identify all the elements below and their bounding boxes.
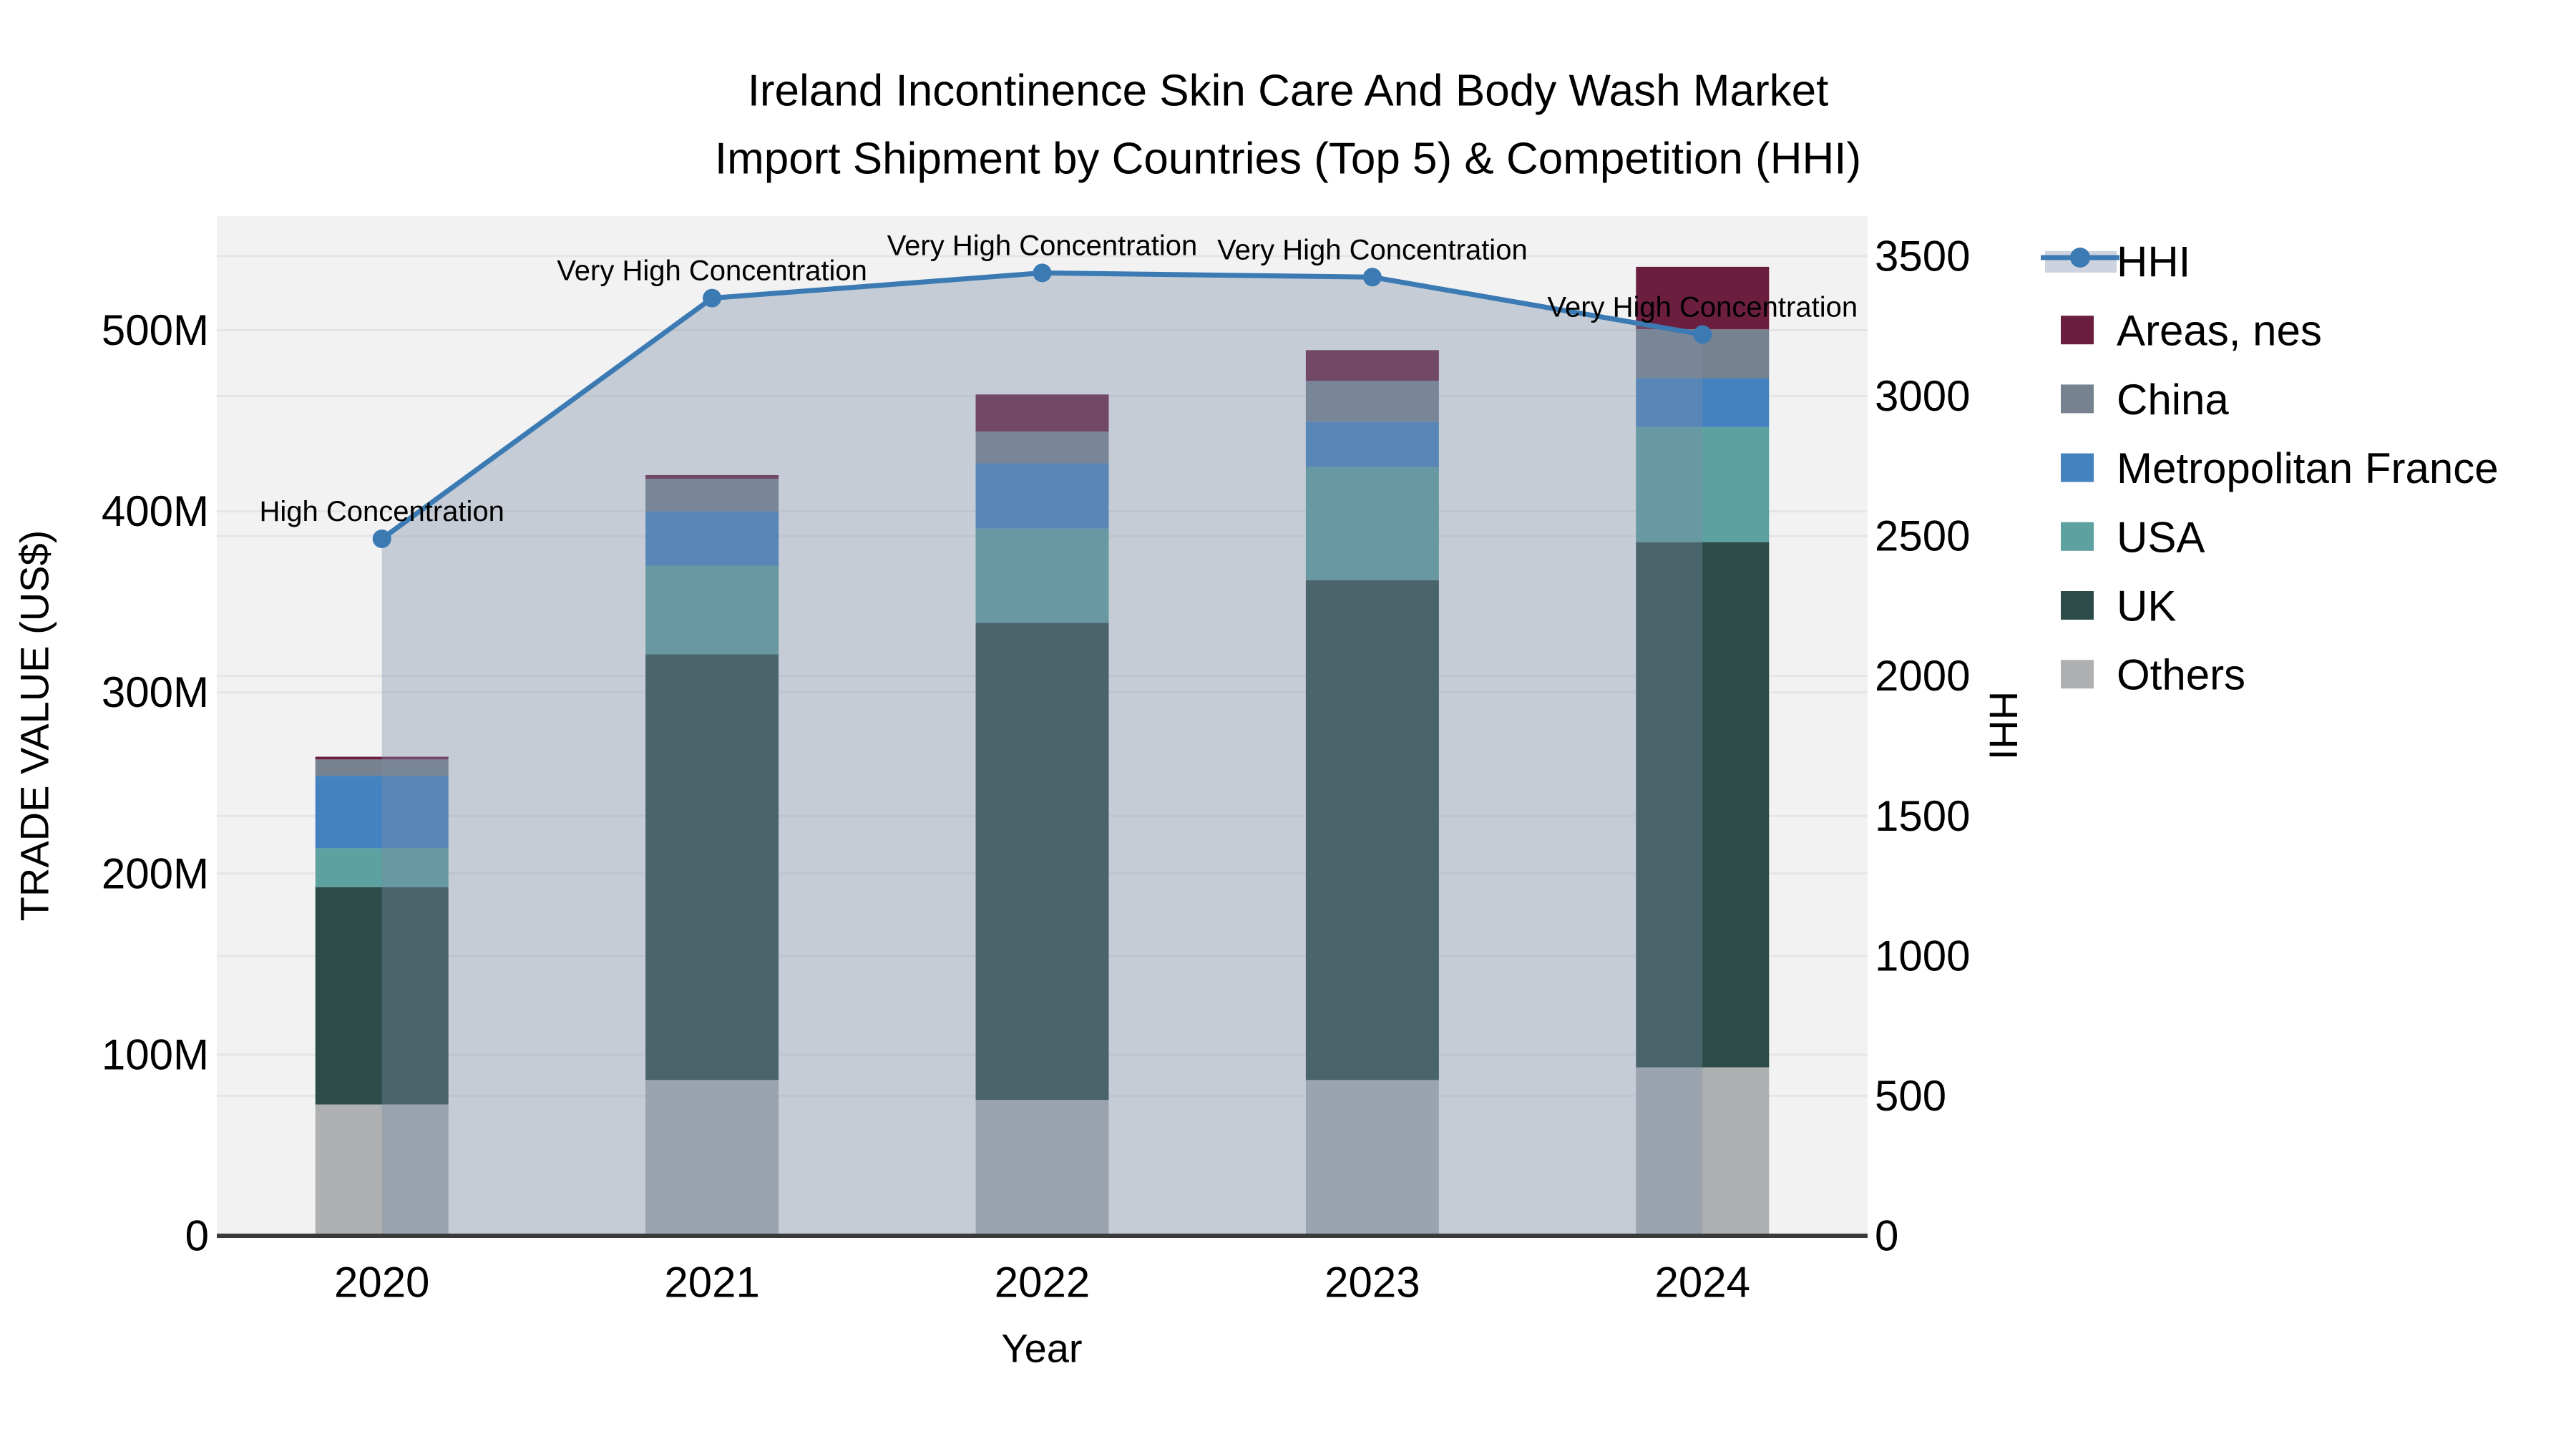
bar-2020-uk: [315, 887, 449, 1105]
x-axis-tick-labels: 2020 2021 2022 2023 2024: [334, 1259, 1750, 1307]
x-axis-title: Year: [1001, 1326, 1082, 1371]
bar-2021-uk: [645, 654, 779, 1080]
legend-label: China: [2117, 376, 2229, 424]
x-tick-2023: 2023: [1324, 1259, 1420, 1307]
right-tick-2500: 2500: [1875, 512, 1970, 560]
legend-swatch-areas-nes: [2061, 316, 2094, 345]
right-tick-0: 0: [1875, 1212, 1898, 1260]
annotation-2021: Very High Concentration: [557, 255, 867, 287]
legend-swatch-others: [2061, 660, 2094, 689]
bar-2020-areas-nes: [315, 756, 449, 760]
bar-2021-others: [645, 1080, 779, 1236]
right-tick-2000: 2000: [1875, 652, 1970, 700]
right-tick-500: 500: [1875, 1072, 1946, 1120]
right-tick-1000: 1000: [1875, 932, 1970, 980]
bar-2022-areas-nes: [975, 394, 1109, 432]
bar-2022-usa: [975, 528, 1109, 623]
left-tick-400M: 400M: [102, 487, 209, 535]
bar-2021-usa: [645, 565, 779, 655]
annotation-2020: High Concentration: [259, 496, 504, 527]
right-tick-3000: 3000: [1875, 372, 1970, 420]
left-tick-100M: 100M: [102, 1030, 209, 1078]
hhi-marker-2024: [1693, 325, 1712, 344]
legend-swatch-metropolitan-france: [2061, 453, 2094, 482]
hhi-marker-2021: [703, 288, 722, 308]
right-tick-3500: 3500: [1875, 232, 1970, 280]
legend-item-areas-nes: Areas, nes: [2061, 307, 2322, 355]
bar-2020-usa: [315, 848, 449, 887]
bar-2023-uk: [1305, 580, 1439, 1080]
legend-item-uk: UK: [2061, 582, 2176, 630]
left-axis-tick-labels: 0 100M 200M 300M 400M 500M: [102, 306, 209, 1260]
chart-title-line2: Import Shipment by Countries (Top 5) & C…: [715, 135, 1861, 184]
x-tick-2024: 2024: [1655, 1259, 1750, 1307]
bar-2020-china: [315, 759, 449, 776]
left-tick-200M: 200M: [102, 849, 209, 897]
legend-swatch-uk: [2061, 591, 2094, 620]
hhi-line: [372, 263, 1712, 549]
bar-2022-uk: [975, 623, 1109, 1101]
hhi-marker-2023: [1362, 268, 1382, 287]
bar-2022-others: [975, 1100, 1109, 1236]
bar-2020-metropolitan-france: [315, 776, 449, 849]
hhi-marker-2022: [1033, 263, 1052, 283]
stacked-bars: [315, 266, 1770, 1236]
legend-item-china: China: [2061, 376, 2229, 424]
hhi-area-fill: [381, 273, 1703, 1236]
legend-label: Areas, nes: [2117, 307, 2322, 355]
legend-item-metropolitan-france: Metropolitan France: [2061, 444, 2499, 492]
x-axis-line: [217, 1234, 1868, 1238]
legend-swatch-usa: [2061, 522, 2094, 551]
x-tick-2021: 2021: [664, 1259, 759, 1307]
bar-2023-metropolitan-france: [1305, 421, 1439, 467]
bar-2024-areas-nes: [1636, 266, 1770, 330]
legend-swatch-china: [2061, 384, 2094, 414]
annotation-2022: Very High Concentration: [887, 230, 1198, 261]
annotations: High Concentration Very High Concentratio…: [259, 230, 1858, 527]
bar-2024-metropolitan-france: [1636, 378, 1770, 427]
bar-2024-usa: [1636, 426, 1770, 542]
legend-label: USA: [2117, 513, 2205, 561]
hhi-marker-2020: [372, 530, 391, 549]
annotation-2024: Very High Concentration: [1548, 291, 1858, 323]
legend-item-usa: USA: [2061, 513, 2205, 561]
bar-2024-uk: [1636, 542, 1770, 1068]
legend: HHI Areas, nes China Metropolitan France USA…: [2041, 238, 2499, 699]
legend-label: UK: [2117, 582, 2176, 630]
y2-axis-title: HHI: [1981, 691, 2026, 760]
y-axis-title: TRADE VALUE (US$): [12, 530, 57, 922]
chart-title-line1: Ireland Incontinence Skin Care And Body …: [748, 67, 1829, 116]
bar-2023-usa: [1305, 467, 1439, 580]
legend-item-others: Others: [2061, 651, 2245, 699]
legend-label: HHI: [2117, 238, 2190, 286]
bar-2021-areas-nes: [645, 474, 779, 479]
legend-item-hhi: HHI: [2041, 238, 2190, 286]
annotation-2023: Very High Concentration: [1217, 234, 1528, 265]
hhi-area-polygon: [381, 273, 1703, 1236]
left-tick-500M: 500M: [102, 306, 209, 354]
legend-label: Metropolitan France: [2117, 444, 2499, 492]
right-axis-tick-labels: 0 500 1000 1500 2000 2500 3000 3500: [1875, 232, 1970, 1259]
bar-2023-china: [1305, 381, 1439, 422]
legend-label: Others: [2117, 651, 2245, 699]
hhi-legend-marker: [2070, 248, 2090, 268]
bar-2024-others: [1636, 1067, 1770, 1236]
bar-2022-metropolitan-france: [975, 463, 1109, 529]
bar-2021-china: [645, 479, 779, 512]
bar-2022-china: [975, 431, 1109, 464]
left-tick-0: 0: [185, 1212, 209, 1260]
x-tick-2020: 2020: [334, 1259, 429, 1307]
left-tick-300M: 300M: [102, 668, 209, 716]
bar-2023-areas-nes: [1305, 350, 1439, 381]
bar-2021-metropolitan-france: [645, 511, 779, 566]
right-tick-1500: 1500: [1875, 792, 1970, 840]
bar-2020-others: [315, 1104, 449, 1236]
x-tick-2022: 2022: [995, 1259, 1090, 1307]
bar-2023-others: [1305, 1080, 1439, 1236]
